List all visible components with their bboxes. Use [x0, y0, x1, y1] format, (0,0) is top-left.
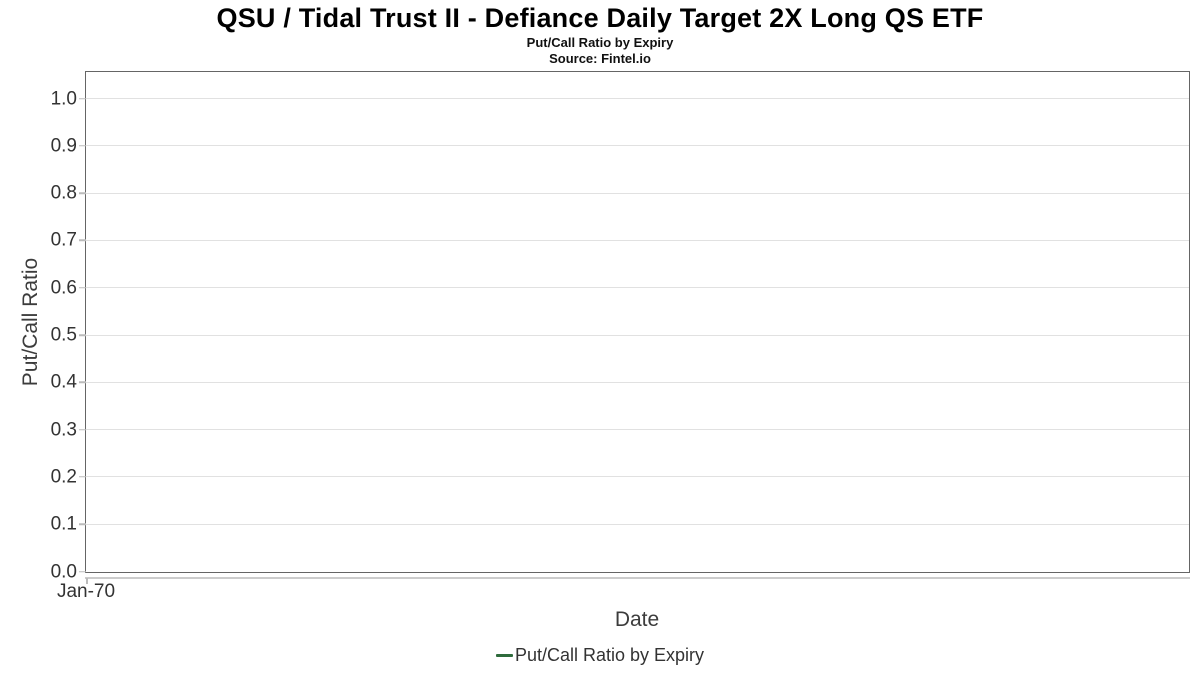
y-tick-label: 0.7	[50, 229, 77, 251]
y-tick-label: 0.1	[50, 513, 77, 535]
chart-title: QSU / Tidal Trust II - Defiance Daily Ta…	[216, 3, 984, 33]
gridline	[86, 192, 1189, 194]
y-tick-mark	[79, 476, 86, 478]
gridline	[86, 334, 1189, 336]
y-tick-label: 0.9	[50, 135, 77, 157]
gridline	[86, 145, 1189, 147]
y-tick-label: 0.5	[50, 324, 77, 346]
y-tick-label: 0.2	[50, 466, 77, 488]
y-tick-mark	[79, 334, 86, 336]
gridline	[86, 476, 1189, 478]
y-tick-mark	[79, 192, 86, 194]
y-tick-label: 0.4	[50, 371, 77, 393]
legend-line-marker-icon	[495, 654, 513, 657]
chart-source: Source: Fintel.io	[549, 51, 651, 66]
plot-area	[85, 71, 1190, 573]
y-tick-mark	[79, 523, 86, 525]
y-tick-mark	[79, 428, 86, 431]
x-axis-line	[85, 577, 1190, 579]
y-tick-mark	[79, 381, 86, 384]
chart-subtitle: Put/Call Ratio by Expiry	[526, 35, 674, 50]
x-axis-title: Date	[614, 608, 660, 631]
y-tick-mark	[79, 145, 86, 147]
y-tick-mark	[79, 97, 86, 100]
y-tick-mark	[79, 570, 86, 573]
y-tick-label: 0.0	[50, 561, 77, 582]
y-tick-mark	[79, 286, 86, 289]
gridline	[86, 287, 1189, 289]
y-tick-label: 0.6	[50, 277, 77, 299]
y-tick-mark	[79, 239, 86, 242]
legend-label: Put/Call Ratio by Expiry	[514, 645, 705, 665]
gridline	[86, 98, 1189, 99]
y-tick-label: 0.8	[50, 182, 77, 204]
gridline	[86, 429, 1189, 431]
y-tick-label: 0.3	[50, 419, 77, 441]
legend: Put/Call Ratio by Expiry	[0, 645, 1200, 666]
gridline	[86, 239, 1189, 241]
gridline	[86, 381, 1189, 383]
y-axis-title: Put/Call Ratio	[19, 257, 42, 387]
x-tick-label: Jan-70	[56, 581, 116, 602]
y-tick-label: 1.0	[50, 88, 77, 109]
x-tick-mark	[86, 578, 88, 584]
gridline	[86, 523, 1189, 525]
legend-item[interactable]: Put/Call Ratio by Expiry	[495, 645, 705, 666]
